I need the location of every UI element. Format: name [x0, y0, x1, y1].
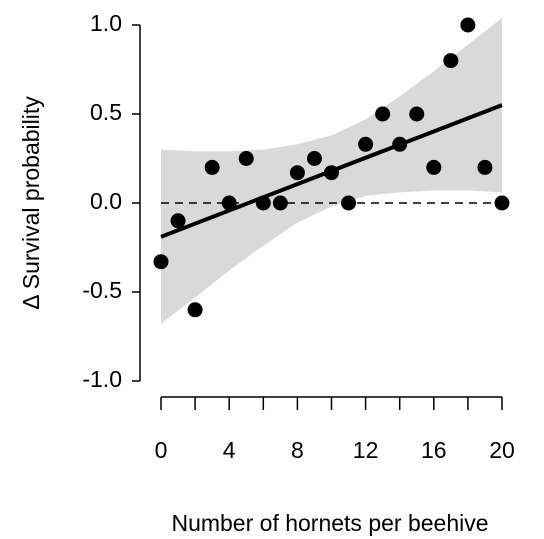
point: [289, 165, 305, 181]
point: [392, 136, 408, 152]
point: [255, 195, 271, 211]
point: [187, 302, 203, 318]
x-tick-label: 12: [353, 437, 379, 463]
y-tick-label: -0.5: [82, 277, 122, 303]
point: [358, 136, 374, 152]
point: [324, 165, 339, 181]
point: [272, 195, 288, 211]
point: [477, 159, 493, 175]
y-axis-label: Δ Survival probability: [18, 96, 44, 310]
x-tick-label: 0: [155, 437, 168, 463]
x-tick-label: 8: [291, 437, 304, 463]
point: [341, 195, 357, 211]
point: [221, 195, 237, 211]
point: [409, 106, 425, 122]
point: [375, 106, 391, 122]
point: [426, 159, 442, 175]
y-tick-label: 0.5: [90, 99, 122, 125]
y-tick-label: 0.0: [90, 188, 122, 214]
point: [170, 213, 186, 229]
point: [494, 195, 510, 211]
x-tick-label: 4: [223, 437, 236, 463]
point: [153, 254, 169, 270]
y-tick-label: -1.0: [82, 366, 122, 392]
point: [306, 151, 322, 166]
point: [460, 17, 476, 33]
point: [204, 159, 220, 175]
x-axis-label: Number of hornets per beehive: [171, 510, 488, 536]
point: [443, 53, 459, 69]
y-tick-label: 1.0: [90, 10, 122, 36]
x-tick-label: 16: [421, 437, 447, 463]
point: [238, 151, 254, 166]
x-tick-label: 20: [489, 437, 515, 463]
